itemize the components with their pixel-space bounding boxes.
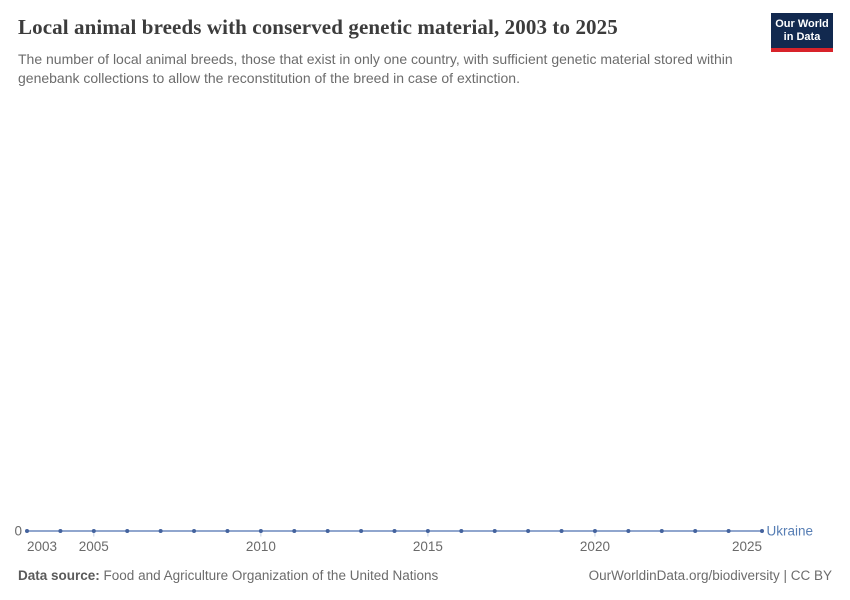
x-axis-label: 2010 <box>246 539 276 554</box>
series-label-ukraine[interactable]: Ukraine <box>767 524 814 539</box>
data-point[interactable] <box>526 529 531 533</box>
data-source-label: Data source: <box>18 568 100 583</box>
data-point[interactable] <box>91 529 96 533</box>
data-point[interactable] <box>626 529 631 533</box>
data-point[interactable] <box>726 529 731 533</box>
data-point[interactable] <box>258 529 263 533</box>
x-axis-label: 2025 <box>732 539 762 554</box>
data-point[interactable] <box>58 529 63 533</box>
data-point[interactable] <box>292 529 297 533</box>
data-point[interactable] <box>225 529 230 533</box>
x-axis-label: 2015 <box>413 539 443 554</box>
data-point[interactable] <box>760 529 764 533</box>
x-axis-label: 2003 <box>27 539 57 554</box>
owid-logo[interactable]: Our World in Data <box>771 13 833 52</box>
data-point[interactable] <box>392 529 397 533</box>
owid-logo-line2: in Data <box>783 31 821 43</box>
x-axis-label: 2020 <box>580 539 610 554</box>
chart-footer: Data source: Food and Agriculture Organi… <box>18 568 832 583</box>
data-point[interactable] <box>425 529 430 533</box>
data-point[interactable] <box>359 529 364 533</box>
data-point[interactable] <box>192 529 197 533</box>
credit-link[interactable]: OurWorldinData.org/biodiversity | CC BY <box>588 568 832 583</box>
data-point[interactable] <box>125 529 130 533</box>
data-point[interactable] <box>559 529 564 533</box>
data-point[interactable] <box>592 529 597 533</box>
data-source-value: Food and Agriculture Organization of the… <box>103 568 439 583</box>
data-point[interactable] <box>325 529 330 533</box>
data-point[interactable] <box>459 529 464 533</box>
y-axis-label: 0 <box>14 524 22 539</box>
data-point[interactable] <box>492 529 497 533</box>
data-point[interactable] <box>158 529 163 533</box>
data-point[interactable] <box>25 529 29 533</box>
data-source: Data source: Food and Agriculture Organi… <box>18 568 438 583</box>
page-subtitle: The number of local animal breeds, those… <box>18 51 733 86</box>
owid-logo-line1: Our World <box>775 18 829 30</box>
data-point[interactable] <box>659 529 664 533</box>
x-axis-label: 2005 <box>79 539 109 554</box>
data-point[interactable] <box>693 529 698 533</box>
page-title: Local animal breeds with conserved genet… <box>18 15 618 39</box>
